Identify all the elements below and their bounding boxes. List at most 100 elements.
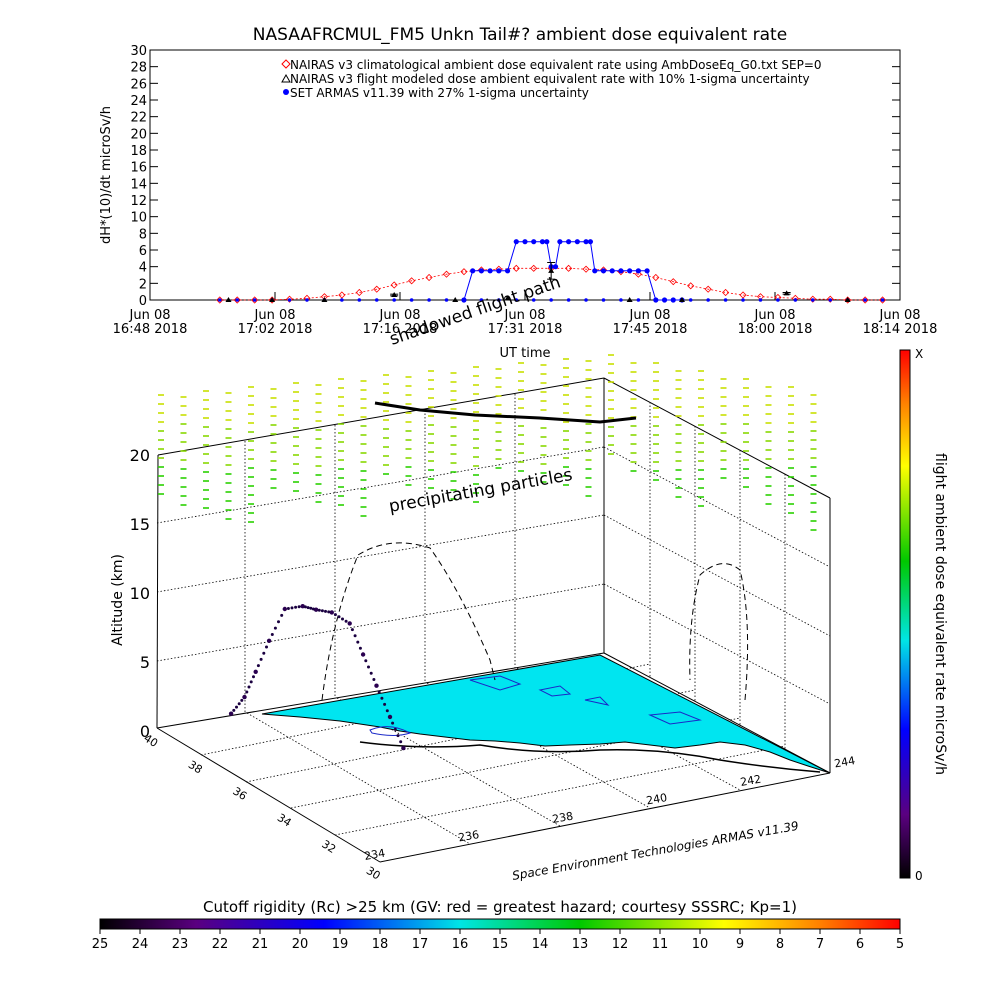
rigidity-colorbar-ticks: 25 24 23 22 21 20 19 18 17 16 15 14 13 12 11 10 9 8 7 6 5	[92, 929, 904, 952]
point-armas-baseline	[287, 298, 292, 302]
legend-marker-triangle	[281, 73, 291, 83]
flight-point-interp	[290, 606, 294, 610]
flight-point	[266, 638, 272, 643]
y-tick-label: 14	[130, 177, 147, 192]
longitude-tick-label: 240	[645, 791, 668, 807]
point-nairas-climatological	[338, 291, 346, 299]
point-armas-baseline	[374, 298, 379, 302]
flight-point-interp	[393, 727, 397, 731]
point-armas	[531, 239, 537, 245]
rigidity-tick-label: 15	[492, 937, 509, 952]
x-tick-label-date: Jun 08	[879, 308, 921, 323]
x-tick-label-date: Jun 08	[629, 308, 671, 323]
point-armas	[487, 268, 493, 274]
flight-point	[300, 604, 305, 609]
point-armas	[618, 268, 624, 274]
flight-point	[329, 610, 334, 615]
point-nairas-climatological	[687, 282, 695, 290]
credit-text: Space Environment Technologies ARMAS v11…	[511, 819, 800, 883]
x-tick-label-time: 17:02 2018	[238, 322, 313, 337]
y-tick-label: 18	[130, 144, 147, 159]
rigidity-tick-label: 20	[292, 937, 309, 952]
x-tick-label-date: Jun 08	[754, 308, 796, 323]
flight-point-interp	[262, 651, 266, 655]
legend-entry-1: NAIRAS v3 climatological ambient dose eq…	[290, 58, 822, 72]
flight-point-interp	[333, 613, 337, 617]
flight-point-interp	[249, 680, 253, 684]
rigidity-tick-label: 8	[776, 937, 784, 952]
x-tick-label-time: 18:14 2018	[863, 322, 938, 337]
point-nairas-climatological	[408, 277, 416, 285]
point-armas-baseline	[392, 298, 396, 302]
x-tick-label-date: Jun 08	[129, 308, 171, 323]
point-nairas-climatological	[669, 278, 677, 286]
series-line-nairas-climatological	[219, 267, 883, 301]
flight-point-interp	[320, 609, 324, 613]
legend-entry-3: SET ARMAS v11.39 with 27% 1-sigma uncert…	[290, 86, 589, 100]
rigidity-tick-label: 17	[412, 937, 429, 952]
flight-point-interp	[256, 664, 260, 668]
flight-point-interp	[377, 690, 381, 694]
y-tick-label: 28	[130, 61, 147, 76]
point-nairas-flight	[844, 297, 851, 302]
3d-box	[156, 377, 831, 863]
x-tick-label-time: 17:31 2018	[488, 322, 563, 337]
y-tick-label: 8	[139, 227, 147, 242]
altitude-tick-label: 5	[140, 653, 150, 672]
surface-features	[369, 675, 702, 736]
rigidity-colorbar	[99, 918, 901, 930]
flight-point-interp	[252, 675, 255, 679]
flight-point	[242, 694, 247, 700]
point-armas-baseline	[706, 298, 710, 302]
flight-point-interp	[237, 702, 241, 706]
point-armas	[600, 268, 607, 274]
series-layer	[216, 239, 887, 304]
point-armas-baseline	[235, 298, 240, 302]
point-nairas-climatological	[861, 296, 869, 304]
rigidity-tick-label: 19	[332, 937, 349, 952]
point-nairas-flight	[548, 267, 555, 273]
flight-point-interp	[372, 678, 376, 681]
dose-colorbar-max: X	[915, 347, 923, 361]
flight-point-interp	[391, 721, 395, 725]
point-armas	[609, 268, 615, 274]
flight-point-interp	[294, 605, 298, 609]
point-nairas-climatological	[355, 288, 363, 297]
rigidity-tick-label: 24	[132, 937, 149, 952]
point-nairas-climatological	[530, 264, 538, 272]
rigidity-tick-label: 23	[172, 937, 189, 952]
flight-point-interp	[240, 698, 244, 702]
altitude-tick-label: 20	[130, 446, 150, 465]
point-nairas-climatological	[582, 265, 590, 273]
flight-point-interp	[286, 607, 290, 610]
flight-point-interp	[232, 708, 236, 712]
point-armas	[504, 268, 511, 274]
point-armas	[566, 239, 572, 245]
point-armas-baseline	[584, 298, 588, 302]
projected-flight-path-top	[374, 401, 637, 424]
longitude-tick-label: 236	[457, 828, 480, 844]
rigidity-tick-label: 7	[816, 937, 824, 952]
y-tick-label: 24	[130, 94, 147, 109]
point-armas-baseline	[340, 298, 344, 302]
x-tick-label-date: Jun 08	[379, 308, 421, 323]
y-tick-label: 26	[130, 77, 147, 92]
point-armas-baseline	[514, 298, 519, 302]
shadowed-flight-path	[321, 542, 749, 701]
point-armas-baseline	[758, 298, 763, 302]
point-armas	[522, 239, 528, 245]
flight-point-interp	[344, 619, 348, 623]
y-tick-label: 4	[139, 261, 147, 276]
point-nairas-flight	[225, 297, 232, 302]
dose-colorbar-min: 0	[915, 869, 923, 883]
rigidity-tick-label: 16	[452, 937, 469, 952]
point-armas-baseline	[636, 298, 641, 302]
y-tick-label: 0	[139, 294, 147, 309]
legend-marker-circle	[283, 89, 289, 95]
flight-point-interp	[350, 628, 354, 632]
point-nairas-flight	[269, 297, 276, 302]
point-armas	[574, 239, 580, 245]
surface-map	[261, 654, 831, 774]
